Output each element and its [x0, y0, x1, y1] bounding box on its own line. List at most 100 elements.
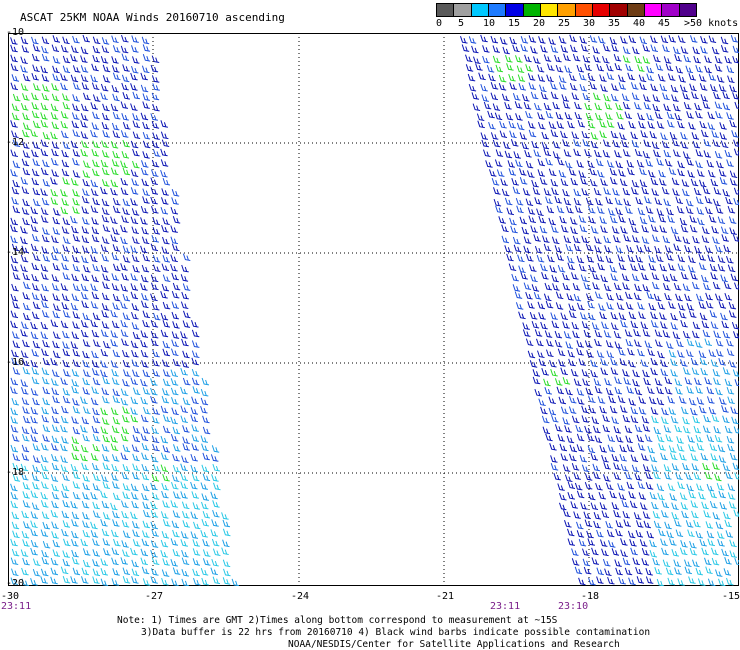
wind-barb	[720, 36, 729, 45]
wind-barb	[662, 235, 671, 244]
wind-barb	[110, 179, 119, 188]
wind-barb	[536, 208, 544, 216]
wind-barb	[201, 501, 209, 510]
wind-barb	[200, 530, 208, 538]
wind-barb	[642, 511, 651, 519]
wind-barb	[11, 357, 19, 366]
wind-barb	[142, 121, 150, 130]
wind-barb	[650, 357, 658, 366]
wind-barb	[153, 464, 161, 472]
note-line-1: Note: 1) Times are GMT 2)Times along bot…	[117, 615, 558, 626]
wind-barb	[499, 130, 508, 138]
wind-barb	[675, 387, 683, 395]
wind-barb	[131, 492, 139, 500]
wind-barb	[11, 349, 19, 358]
wind-barb	[476, 113, 485, 121]
wind-barb	[698, 492, 706, 500]
wind-barb	[122, 576, 131, 584]
wind-barb	[132, 521, 140, 529]
wind-barb	[20, 177, 29, 185]
wind-barb	[525, 198, 534, 206]
wind-barb	[71, 452, 79, 461]
wind-barb	[720, 45, 729, 53]
wind-barb	[614, 559, 622, 567]
wind-barb	[495, 64, 503, 73]
wind-barb	[659, 263, 667, 272]
wind-barb	[562, 464, 571, 472]
wind-barb	[669, 493, 677, 501]
wind-barb	[715, 569, 723, 577]
wind-barb	[31, 311, 40, 320]
wind-barb	[708, 349, 716, 357]
legend-swatch	[488, 3, 507, 17]
wind-barb	[12, 272, 21, 280]
wind-barb	[589, 82, 598, 90]
wind-barb	[489, 169, 497, 177]
wind-barb	[597, 262, 605, 271]
wind-barb	[677, 303, 686, 311]
wind-barb	[151, 492, 160, 500]
wind-barb	[122, 415, 130, 423]
wind-barb	[574, 482, 583, 491]
wind-barb	[131, 500, 139, 509]
wind-barb	[703, 282, 711, 291]
wind-barb	[532, 369, 541, 377]
wind-barb	[80, 74, 89, 82]
wind-barb	[60, 73, 68, 81]
wind-barb	[72, 129, 80, 137]
legend-swatch	[592, 3, 611, 17]
wind-barb	[682, 416, 690, 425]
wind-barb	[675, 529, 684, 537]
wind-barb	[525, 110, 533, 119]
wind-barb	[661, 416, 669, 425]
wind-barb	[712, 512, 720, 520]
wind-barb	[614, 150, 622, 158]
wind-barb	[622, 510, 630, 519]
wind-barb	[50, 112, 59, 120]
wind-barb	[32, 187, 41, 196]
wind-barb	[20, 264, 28, 272]
legend-label: 25	[558, 18, 571, 29]
wind-barb	[22, 539, 30, 547]
wind-barb	[605, 196, 613, 205]
wind-barb	[72, 35, 80, 44]
wind-barb	[671, 502, 679, 510]
wind-barb	[52, 549, 60, 557]
wind-barb	[685, 65, 693, 74]
wind-barb	[688, 310, 697, 318]
wind-barb	[539, 177, 548, 185]
wind-barb	[150, 338, 159, 347]
wind-barb	[190, 511, 198, 520]
wind-speed-legend: 0 5 10 15 20 25 30 35 40 45 >50 knots	[436, 3, 738, 29]
wind-barb	[710, 178, 719, 187]
wind-barb	[81, 255, 89, 264]
wind-barb	[162, 320, 171, 328]
wind-barb	[10, 82, 18, 91]
wind-barb	[668, 167, 677, 175]
wind-barb	[554, 245, 563, 253]
wind-barb	[101, 236, 110, 244]
wind-barb	[562, 139, 570, 147]
wind-barb	[522, 188, 531, 196]
wind-barb	[619, 444, 627, 453]
wind-barb	[638, 311, 646, 319]
wind-barb	[610, 358, 618, 366]
wind-barb	[642, 56, 651, 64]
wind-barb	[150, 521, 158, 530]
wind-barb	[151, 140, 160, 149]
wind-barb	[558, 359, 566, 367]
wind-barb	[531, 179, 539, 188]
wind-barb	[549, 265, 557, 273]
wind-barb	[651, 188, 659, 196]
wind-barb	[62, 55, 71, 64]
wind-barb	[734, 282, 739, 290]
wind-barb	[575, 424, 583, 433]
wind-barb	[132, 160, 140, 169]
wind-barb	[142, 101, 150, 109]
wind-barb	[112, 93, 120, 102]
wind-barb	[605, 482, 614, 490]
wind-barb	[162, 301, 171, 310]
wind-barb	[602, 150, 611, 158]
wind-barb	[724, 149, 733, 158]
wind-barb	[727, 75, 735, 83]
